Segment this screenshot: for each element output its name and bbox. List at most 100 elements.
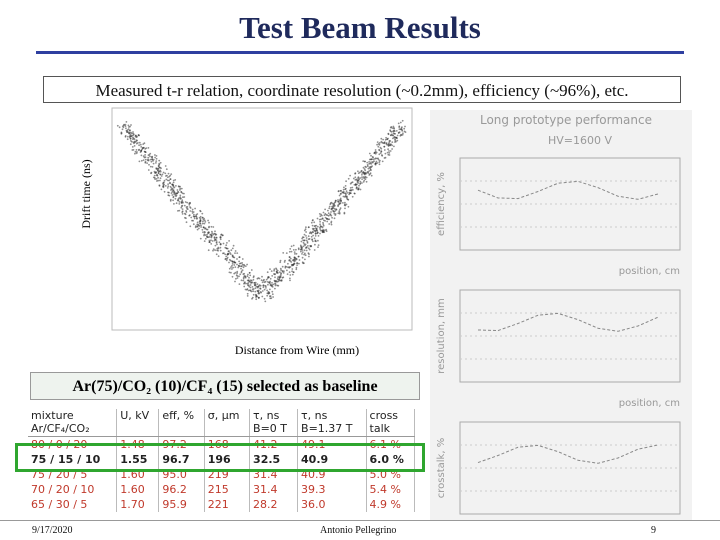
scatter-dot — [181, 204, 184, 207]
scatter-dot — [337, 205, 339, 208]
scatter-dot — [183, 212, 186, 215]
scatter-dot — [327, 214, 330, 217]
scatter-dot — [151, 157, 153, 159]
scatter-dot — [133, 140, 136, 143]
scatter-dot — [266, 289, 268, 292]
scatter-dot — [285, 252, 288, 255]
scatter-dot — [310, 245, 313, 248]
scatter-dot — [350, 192, 352, 195]
scatter-dot — [154, 178, 156, 180]
scatter-dot — [261, 295, 264, 298]
drift-scatter: Drift time (ns) Distance from Wire (mm) — [79, 107, 413, 357]
scatter-dot — [181, 192, 184, 195]
scatter-dot — [129, 143, 132, 146]
scatter-dot — [390, 134, 392, 137]
scatter-dot — [285, 265, 288, 268]
scatter-dot — [265, 278, 268, 281]
scatter-dot — [393, 130, 396, 132]
scatter-dot — [203, 240, 206, 243]
baseline-highlight — [15, 443, 425, 472]
scatter-dot — [363, 168, 366, 170]
scatter-dot — [244, 288, 247, 291]
scatter-dot — [311, 219, 314, 222]
scatter-dot — [357, 188, 359, 191]
scatter-dot — [120, 131, 123, 134]
scatter-dot — [177, 185, 180, 188]
scatter-dot — [273, 269, 275, 272]
scatter-dot — [303, 229, 306, 232]
scatter-dot — [202, 226, 205, 229]
scatter-dot — [380, 137, 383, 140]
scatter-dot — [192, 211, 195, 213]
scatter-dot — [304, 258, 306, 261]
scatter-dot — [129, 137, 132, 140]
scatter-dot — [189, 207, 192, 209]
scatter-dot — [301, 247, 303, 250]
scatter-dot — [376, 141, 379, 143]
scatter-dot — [278, 278, 281, 281]
scatter-dot — [365, 176, 368, 179]
scatter-dot — [171, 187, 174, 190]
scatter-dot — [359, 180, 362, 183]
scatter-dot — [313, 249, 316, 251]
scatter-dot — [168, 194, 171, 197]
scatter-dot — [265, 287, 267, 289]
scatter-dot — [256, 295, 258, 298]
scatter-dot — [207, 249, 210, 252]
scatter-dot — [297, 248, 300, 251]
scatter-dot — [231, 264, 233, 267]
scatter-dot — [212, 249, 214, 252]
slide-title: Test Beam Results — [239, 10, 481, 45]
scatter-dot — [248, 276, 250, 279]
scatter-dot — [308, 248, 311, 251]
scatter-dot — [144, 154, 146, 156]
scatter-dot — [143, 142, 146, 145]
scatter-dot — [334, 199, 337, 202]
scatter-dot — [321, 217, 324, 220]
scatter-dot — [210, 243, 213, 245]
scatter-dot — [312, 228, 315, 231]
scatter-dot — [166, 187, 169, 189]
scatter-dot — [251, 296, 254, 299]
scatter-dot — [311, 239, 314, 241]
scatter-dot — [247, 279, 250, 282]
scatter-dot — [133, 145, 136, 147]
scatter-dot — [157, 179, 160, 182]
table-cell: 1.60 — [116, 482, 160, 497]
scatter-dot — [307, 235, 310, 238]
scatter-dot — [231, 275, 234, 278]
scatter-dot — [281, 270, 284, 273]
scatter-dot — [254, 290, 257, 293]
scatter-dot — [183, 196, 186, 198]
scatter-dot — [397, 122, 400, 125]
scatter-dot — [137, 134, 140, 136]
scatter-dot — [159, 170, 162, 173]
scatter-dot — [333, 212, 336, 215]
scatter-dot — [370, 174, 373, 177]
scatter-dot — [172, 199, 174, 202]
scatter-dot — [182, 196, 184, 199]
scatter-dot — [352, 189, 354, 191]
scatter-dot — [279, 274, 282, 277]
scatter-dot — [192, 219, 194, 222]
scatter-dot — [194, 226, 197, 229]
scatter-dot — [170, 189, 172, 191]
scatter-dot — [127, 128, 130, 131]
scatter-dot — [260, 291, 262, 294]
scatter-dot — [230, 249, 233, 252]
scatter-dot — [158, 163, 161, 166]
scatter-dot — [286, 273, 289, 275]
scatter-dot — [276, 284, 279, 287]
scatter-dot — [395, 130, 398, 132]
footer-rule — [0, 520, 720, 521]
scatter-dot — [304, 254, 307, 257]
scatter-dot — [203, 233, 206, 236]
scatter-dot — [172, 189, 175, 192]
scatter-dot — [207, 231, 210, 234]
scatter-dot — [140, 149, 143, 152]
scatter-dot — [381, 154, 384, 157]
scatter-dot — [263, 288, 266, 291]
scatter-dot — [131, 132, 133, 135]
scatter-dot — [203, 217, 205, 220]
scatter-dot — [387, 153, 390, 156]
